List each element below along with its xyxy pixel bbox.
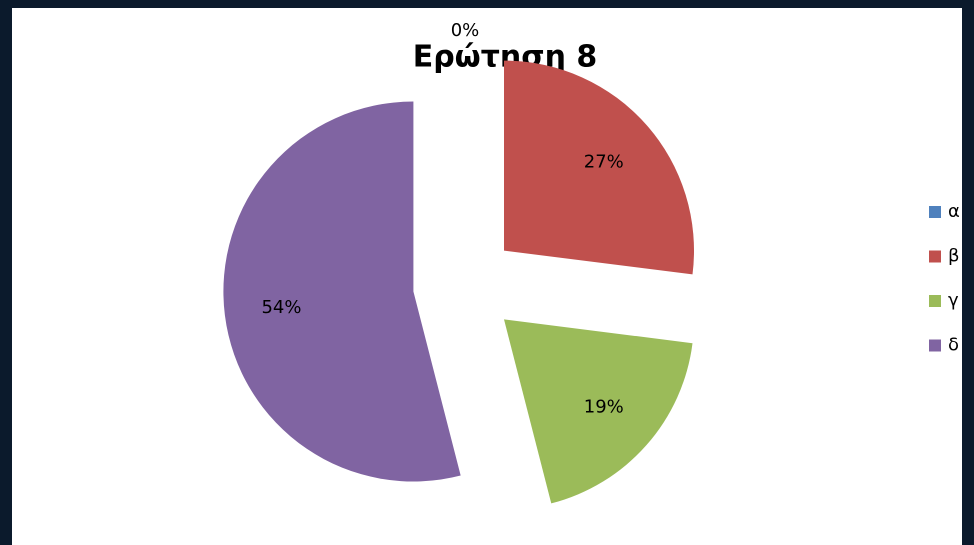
data-label: 19% [584, 396, 624, 417]
legend-swatch [929, 206, 941, 218]
legend-label: β [948, 246, 960, 267]
legend-swatch [929, 295, 941, 307]
pie-slice [504, 60, 695, 275]
data-label: 54% [261, 297, 301, 318]
pie-slice [504, 319, 693, 504]
data-label: 0% [451, 20, 480, 41]
legend-swatch [929, 250, 941, 263]
data-label: 27% [584, 152, 624, 173]
legend-label: γ [948, 290, 959, 311]
legend-swatch [929, 339, 941, 352]
chart-area [12, 8, 962, 545]
legend-label: α [948, 201, 960, 222]
legend-label: δ [948, 335, 959, 356]
pie-slice [223, 101, 461, 482]
